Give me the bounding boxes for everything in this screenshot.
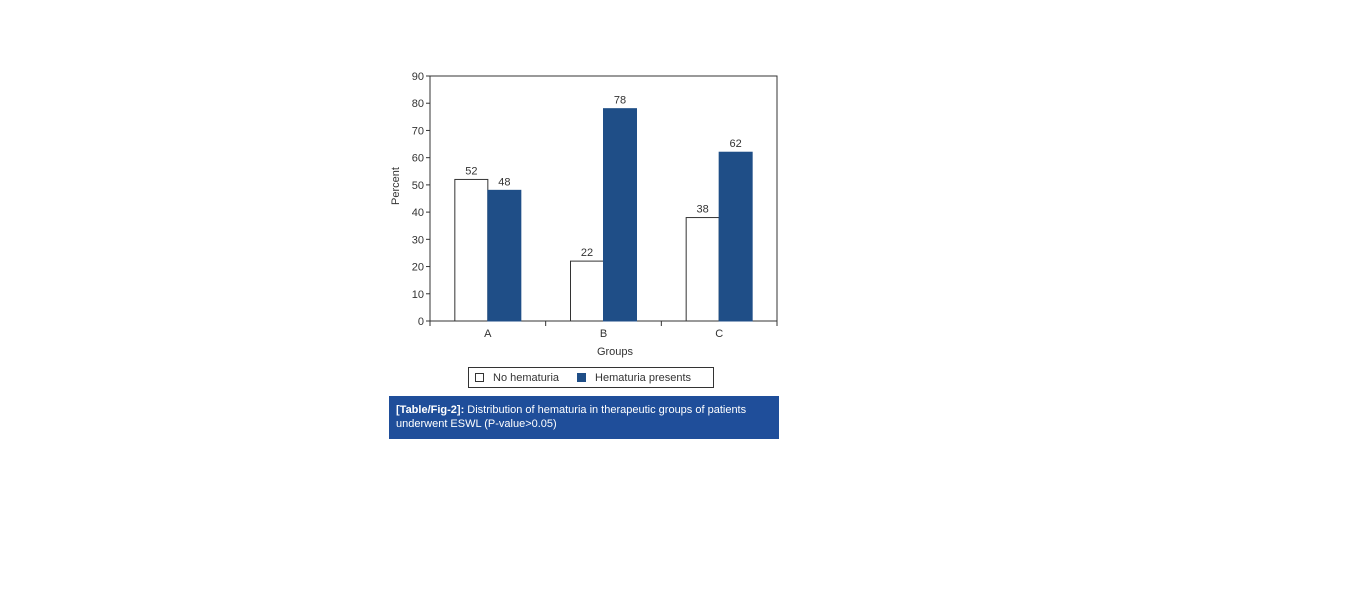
bar-chart: 0 10 20 30 40 50 60 70 80 90 A B C 52 22 38 48 78 62 Per… [390, 71, 778, 358]
legend: No hematuria Hematuria presents [468, 367, 714, 388]
legend-item-no-hematuria: No hematuria [475, 372, 559, 384]
x-tick-label: B [600, 328, 607, 340]
bar-value-label: 38 [697, 204, 709, 216]
legend-swatch-no-hematuria [475, 373, 484, 382]
y-axis: 0 10 20 30 40 50 60 70 80 90 [412, 71, 430, 328]
bar-value-label: 22 [581, 247, 593, 259]
y-tick-label: 20 [412, 262, 424, 274]
x-axis: A B C [429, 321, 778, 340]
legend-label-hematuria-presents: Hematuria presents [595, 371, 692, 384]
y-tick-label: 30 [412, 234, 424, 246]
y-tick-label: 60 [412, 153, 424, 165]
bar-value-label: 52 [465, 165, 477, 177]
caption-label: [Table/Fig-2]: [396, 404, 465, 416]
legend-item-hematuria-presents: Hematuria presents [577, 372, 691, 384]
legend-swatch-hematuria-presents [577, 373, 587, 382]
bars [454, 108, 753, 322]
y-tick-label: 80 [412, 98, 424, 110]
y-tick-label: 0 [418, 316, 424, 328]
bar-value-label: 78 [614, 95, 626, 107]
bar-value-label: 62 [730, 138, 742, 150]
x-tick-label: C [715, 328, 723, 340]
y-tick-label: 70 [412, 125, 424, 137]
x-axis-label: Groups [597, 346, 634, 358]
bar-hematuria-presents [603, 108, 637, 322]
y-tick-label: 90 [412, 71, 424, 83]
bar-no-hematuria [570, 260, 604, 322]
y-tick-label: 10 [412, 289, 424, 301]
bar-hematuria-presents [487, 189, 522, 322]
y-tick-label: 50 [412, 180, 424, 192]
x-tick-label: A [484, 328, 492, 340]
y-tick-label: 40 [412, 207, 424, 219]
y-axis-label: Percent [390, 167, 402, 205]
bar-hematuria-presents [718, 151, 753, 322]
bar-value-label: 48 [498, 176, 510, 188]
caption-text: Distribution of hematuria in therapeutic… [396, 404, 747, 430]
legend-label-no-hematuria: No hematuria [493, 371, 560, 384]
bar-no-hematuria [454, 178, 489, 322]
data-labels: 52 22 38 48 78 62 [465, 95, 742, 259]
bar-no-hematuria [685, 217, 720, 322]
figure-caption: [Table/Fig-2]: Distribution of hematuria… [389, 396, 779, 439]
